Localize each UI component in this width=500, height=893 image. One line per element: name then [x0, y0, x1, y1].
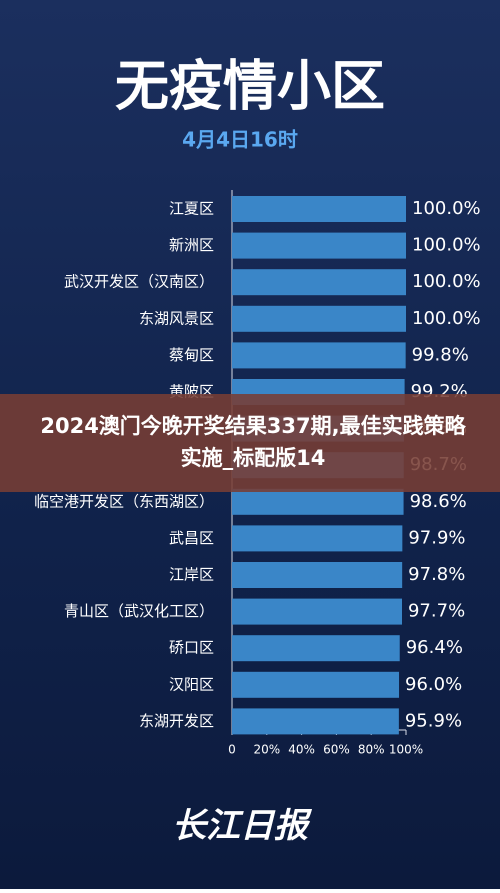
- value-label: 100.0%: [412, 308, 481, 329]
- x-tick-label: 20%: [253, 743, 280, 757]
- bar: [232, 196, 406, 222]
- y-tick-label: 武昌区: [169, 529, 214, 547]
- x-tick-label: 40%: [288, 743, 315, 757]
- bar: [232, 305, 406, 332]
- bar: [232, 598, 402, 625]
- value-label: 97.7%: [408, 601, 465, 622]
- x-tick-label: 100%: [389, 743, 423, 757]
- value-label: 97.9%: [408, 527, 465, 548]
- bar: [232, 269, 406, 296]
- y-tick-label: 青山区（武汉化工区）: [64, 602, 214, 620]
- value-label: 100.0%: [412, 235, 481, 256]
- bar: [232, 562, 403, 588]
- value-label: 95.9%: [405, 710, 462, 731]
- overlay-banner: 2024澳门今晚开奖结果337期,最佳实践策略实施_标配版14: [0, 394, 500, 492]
- y-tick-label: 江岸区: [169, 566, 214, 584]
- bar: [232, 708, 399, 735]
- bar: [232, 671, 400, 698]
- y-tick-label: 临空港开发区（东西湖区）: [34, 492, 214, 510]
- x-tick-label: 80%: [358, 743, 385, 757]
- bar: [232, 635, 400, 662]
- bar: [232, 488, 404, 515]
- y-tick-label: 武汉开发区（汉南区）: [64, 273, 214, 291]
- x-tick-label: 60%: [323, 743, 350, 757]
- y-tick-label: 新洲区: [169, 236, 214, 254]
- y-tick-label: 蔡甸区: [169, 346, 214, 364]
- y-tick-label: 江夏区: [169, 200, 214, 218]
- y-tick-label: 汉阳区: [169, 675, 214, 693]
- value-label: 100.0%: [412, 198, 481, 219]
- logo: 长江日报: [172, 806, 313, 846]
- value-label: 99.8%: [412, 344, 469, 365]
- y-tick-label: 东湖开发区: [139, 712, 214, 730]
- chart-title: 无疫情小区: [115, 55, 385, 118]
- value-label: 96.4%: [406, 637, 463, 658]
- value-label: 98.6%: [410, 491, 467, 512]
- y-tick-label: 硚口区: [169, 639, 214, 657]
- chart-subtitle: 4月4日16时: [182, 128, 298, 152]
- value-label: 100.0%: [412, 271, 481, 292]
- bar: [232, 525, 403, 552]
- x-tick-label: 0: [228, 743, 236, 757]
- y-tick-label: 东湖风景区: [139, 309, 214, 327]
- bar: [232, 342, 406, 369]
- value-label: 96.0%: [405, 674, 462, 695]
- value-label: 97.8%: [408, 564, 465, 585]
- bar: [232, 232, 406, 259]
